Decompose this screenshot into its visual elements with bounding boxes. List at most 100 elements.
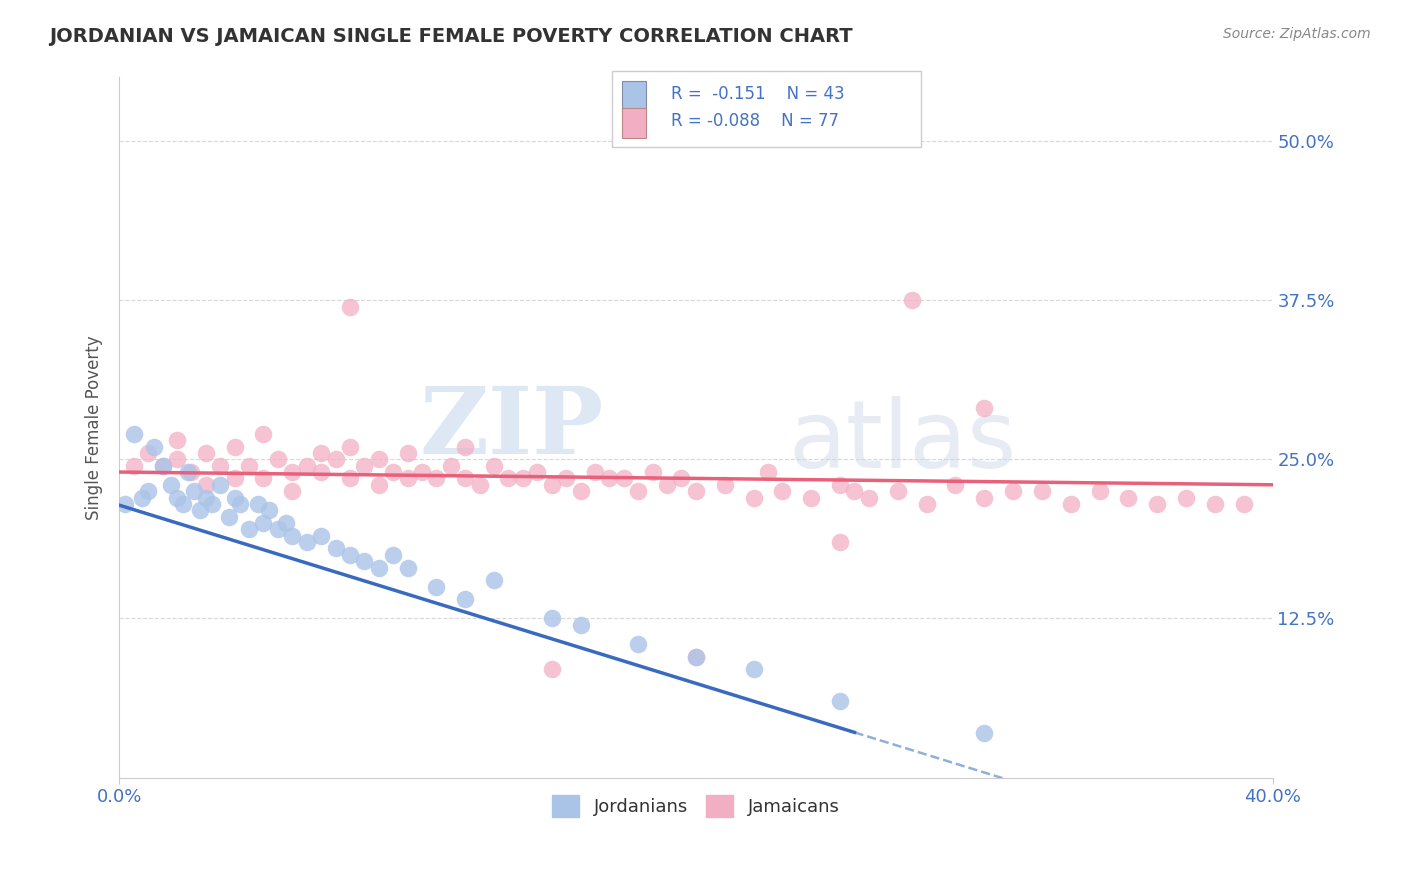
Point (613, 471, 636, 485)
Point (828, 535, 851, 549)
Point (1204, 497, 1226, 511)
Point (257, 503, 280, 517)
Point (540, 477, 562, 491)
Point (166, 434, 188, 448)
Point (180, 465, 202, 479)
Point (131, 491, 153, 505)
Point (224, 471, 246, 485)
Point (309, 465, 332, 479)
Point (1118, 491, 1140, 505)
Point (973, 401, 995, 416)
Point (160, 477, 183, 491)
Point (166, 452, 188, 467)
Point (339, 300, 361, 314)
Point (498, 471, 520, 485)
Point (627, 637, 650, 651)
Point (973, 491, 995, 505)
Point (713, 477, 735, 491)
Point (177, 465, 200, 479)
Point (1088, 484, 1111, 499)
Point (142, 440, 165, 454)
Point (627, 484, 650, 499)
Point (1175, 491, 1198, 505)
Point (325, 541, 347, 556)
Point (194, 446, 217, 460)
Point (396, 446, 419, 460)
Point (122, 426, 145, 441)
Point (238, 458, 260, 473)
Point (122, 458, 145, 473)
Point (756, 465, 779, 479)
Point (281, 529, 304, 543)
Point (915, 497, 938, 511)
Point (945, 477, 967, 491)
Point (671, 471, 693, 485)
Point (454, 592, 477, 607)
Point (281, 465, 304, 479)
Point (598, 471, 620, 485)
Point (770, 484, 793, 499)
Point (339, 548, 361, 562)
Text: R =  -0.151    N = 43: R = -0.151 N = 43 (671, 85, 844, 103)
Point (152, 458, 174, 473)
Point (569, 484, 592, 499)
Point (246, 497, 269, 511)
Point (685, 649, 707, 664)
Point (309, 529, 332, 543)
Point (194, 477, 217, 491)
Point (526, 465, 548, 479)
Text: atlas: atlas (789, 395, 1017, 488)
Point (396, 560, 419, 574)
Point (209, 477, 232, 491)
Point (973, 726, 995, 740)
Point (367, 452, 389, 467)
Y-axis label: Single Female Poverty: Single Female Poverty (86, 335, 103, 520)
Point (183, 484, 205, 499)
Point (828, 477, 851, 491)
Point (200, 497, 222, 511)
Point (252, 516, 274, 530)
Point (229, 497, 252, 511)
Point (325, 452, 347, 467)
Point (1002, 484, 1025, 499)
Text: R = -0.088    N = 77: R = -0.088 N = 77 (671, 112, 838, 129)
Text: JORDANIAN VS JAMAICAN SINGLE FEMALE POVERTY CORRELATION CHART: JORDANIAN VS JAMAICAN SINGLE FEMALE POVE… (49, 27, 853, 45)
Point (281, 484, 304, 499)
Point (353, 554, 375, 568)
Point (238, 522, 260, 536)
Point (136, 446, 159, 460)
Point (886, 484, 908, 499)
Point (858, 491, 880, 505)
Point (1146, 497, 1168, 511)
Point (136, 484, 159, 499)
Point (641, 465, 664, 479)
Point (309, 446, 332, 460)
Point (252, 471, 274, 485)
Point (396, 471, 419, 485)
Point (468, 477, 491, 491)
Point (440, 458, 463, 473)
Point (224, 491, 246, 505)
Point (188, 503, 211, 517)
Point (353, 458, 375, 473)
Point (367, 477, 389, 491)
Point (367, 560, 389, 574)
Point (425, 580, 447, 594)
Point (1060, 497, 1083, 511)
Point (339, 471, 361, 485)
Point (482, 574, 505, 588)
Point (685, 649, 707, 664)
Point (482, 458, 505, 473)
Point (742, 491, 765, 505)
Point (382, 548, 405, 562)
Point (382, 465, 405, 479)
Point (172, 497, 194, 511)
Point (209, 458, 232, 473)
Point (267, 452, 290, 467)
Legend: Jordanians, Jamaicans: Jordanians, Jamaicans (546, 788, 846, 824)
Point (742, 662, 765, 676)
Point (166, 491, 188, 505)
Point (267, 522, 290, 536)
Point (454, 440, 477, 454)
Point (1031, 484, 1053, 499)
